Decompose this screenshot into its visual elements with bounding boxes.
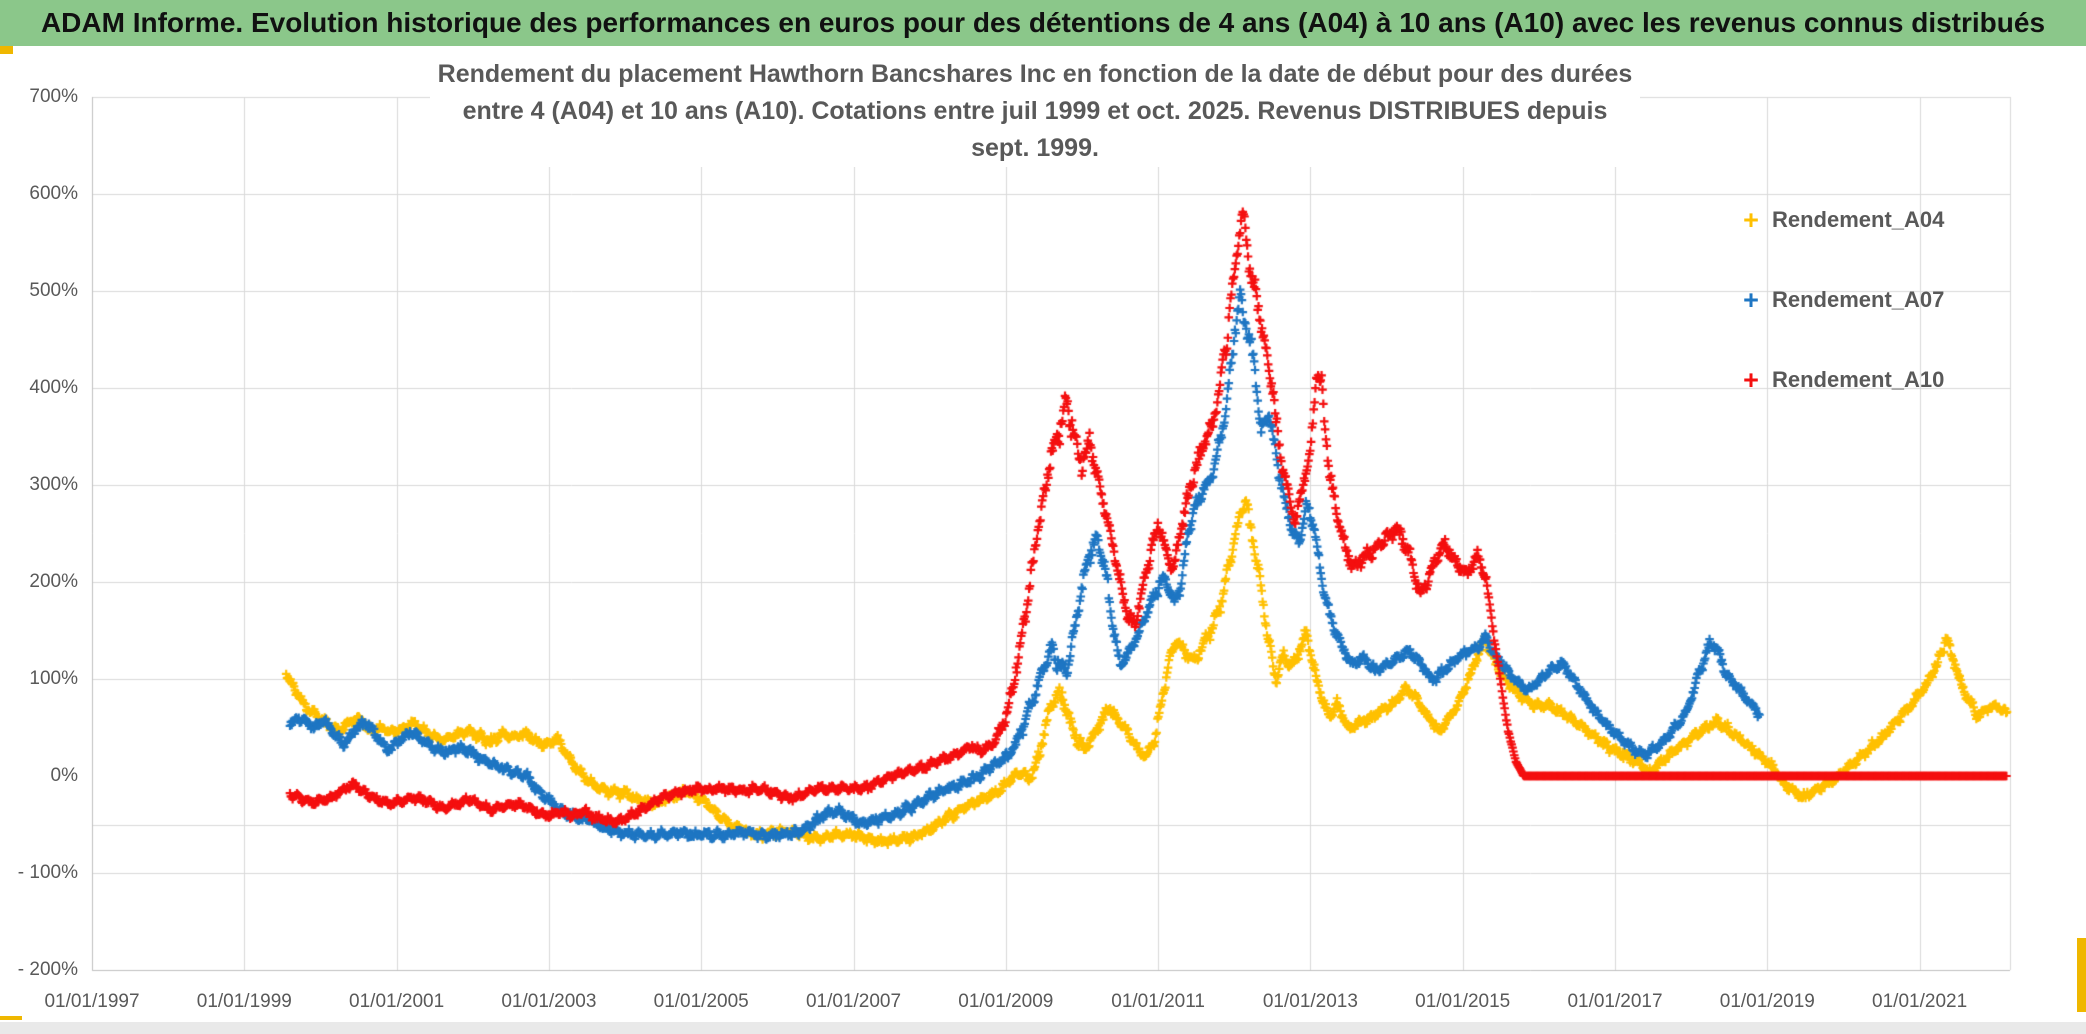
accent-top-left [0, 46, 13, 54]
legend-item-label: Rendement_A10 [1772, 367, 1945, 392]
legend-marker-icon: + [1743, 204, 1759, 235]
legend-marker-icon: + [1743, 364, 1759, 395]
legend-item[interactable]: + Rendement_A04 [1738, 198, 1944, 242]
bottom-scrollbar[interactable] [0, 1020, 2086, 1034]
legend-item[interactable]: + Rendement_A07 [1738, 278, 1944, 322]
legend-item[interactable]: + Rendement_A10 [1738, 358, 1944, 402]
accent-right-edge [2077, 938, 2086, 1012]
legend-marker-icon: + [1743, 284, 1759, 315]
legend-item-label: Rendement_A04 [1772, 207, 1945, 232]
legend-item-label: Rendement_A07 [1772, 287, 1945, 312]
legend: + Rendement_A04 + Rendement_A07 + Rendement_A… [1738, 198, 1944, 438]
